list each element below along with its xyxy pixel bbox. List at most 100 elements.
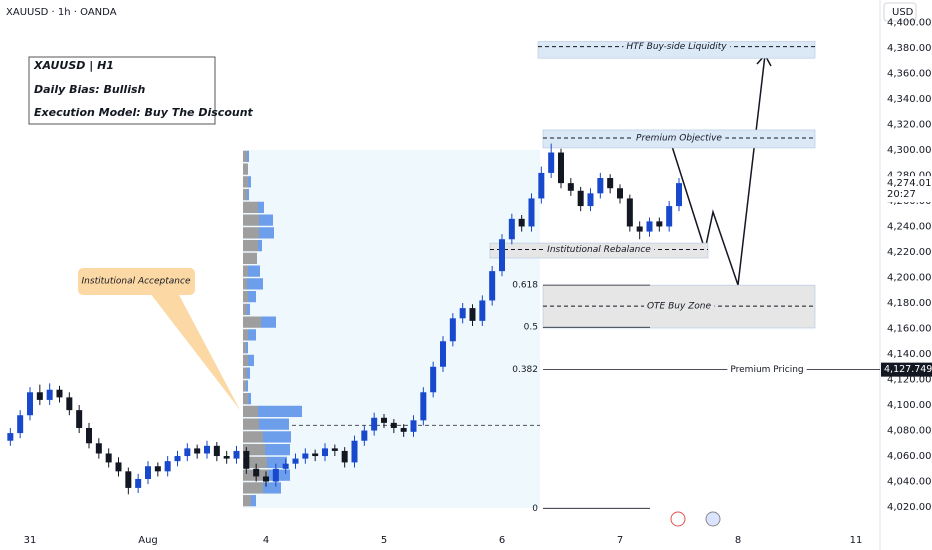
candle-body [263, 476, 269, 482]
candle-body [518, 218, 525, 227]
profile-sell [243, 303, 247, 316]
candle-body [154, 466, 161, 472]
profile-sell [243, 431, 263, 443]
x-tick-label: 8 [735, 535, 741, 546]
callout [78, 268, 195, 295]
profile-sell [243, 444, 265, 456]
price-tag [881, 362, 932, 377]
y-tick-label: 4,380.000 [887, 43, 932, 54]
profile-buy [265, 444, 290, 456]
candle-body [322, 448, 328, 457]
profile-buy [247, 188, 249, 201]
event-icon[interactable] [670, 511, 686, 527]
candle-body [204, 445, 210, 454]
candle-body [46, 389, 53, 400]
candle-body [341, 450, 348, 463]
profile-sell [243, 482, 263, 494]
profile-buy [247, 303, 250, 316]
candle-body [617, 188, 623, 199]
x-tick-label: 4 [263, 535, 269, 546]
y-tick-label: 4,360.000 [887, 68, 932, 79]
profile-buy [246, 380, 248, 392]
profile-buy [248, 176, 251, 188]
candle-body [302, 453, 309, 459]
candle-body [174, 456, 181, 462]
profile-sell [243, 316, 261, 328]
candle-body [312, 453, 319, 457]
profile-buy [247, 367, 250, 379]
candle-body [243, 450, 250, 469]
candle-body [36, 392, 43, 400]
projection-path [669, 54, 766, 286]
profile-buy [259, 418, 289, 430]
candle-body [646, 221, 653, 232]
candle-body [86, 427, 92, 444]
y-tick-label: 4,200.000 [887, 272, 932, 283]
callout-text: Institutional Acceptance [82, 277, 191, 287]
event-icon[interactable] [705, 511, 721, 527]
profile-buy [248, 265, 260, 277]
candle-body [489, 271, 496, 301]
profile-sell [243, 354, 248, 367]
line-label: Premium Pricing [730, 365, 803, 375]
fib-label: 0.5 [524, 323, 538, 333]
profile-buy [248, 393, 251, 405]
x-tick-label: 5 [381, 535, 387, 546]
y-tick-label: 4,040.000 [887, 477, 932, 488]
y-tick-label: 4,100.000 [887, 400, 932, 411]
currency: USD [892, 7, 914, 18]
profile-sell [243, 329, 248, 341]
profile-sell [243, 342, 246, 354]
candle-body [194, 448, 201, 454]
zone-label: OTE Buy Zone [647, 302, 712, 312]
candle-body [449, 318, 456, 342]
profile-sell [243, 367, 247, 379]
candle-body [76, 410, 83, 428]
candle-body [95, 443, 102, 454]
candle-body [499, 239, 505, 272]
candle-body [27, 392, 33, 416]
candle-body [282, 463, 289, 469]
y-tick-label: 4,080.000 [887, 426, 932, 437]
candle-body [508, 218, 515, 240]
profile-sell [243, 456, 267, 469]
candle-body [400, 427, 407, 432]
candle-body [430, 366, 437, 393]
profile-buy [258, 239, 262, 252]
profile-buy [246, 342, 248, 354]
x-tick-label: 6 [499, 535, 505, 546]
candle-body [115, 462, 122, 472]
profile-buy [247, 150, 249, 162]
zone-label: HTF Buy-side Liquidity [626, 42, 727, 52]
candle-body [7, 433, 14, 441]
x-tick-label: 11 [850, 535, 863, 546]
profile-buy [248, 329, 256, 341]
profile-buy [258, 405, 302, 418]
profile-buy [251, 495, 256, 507]
countdown: 20:27 [887, 189, 916, 200]
profile-buy [261, 316, 276, 328]
candle-body [56, 389, 63, 398]
profile-sell [243, 239, 258, 252]
y-tick-label: 4,120.000 [887, 375, 932, 386]
zone-label-bg [623, 42, 731, 53]
y-tick-label: 4,180.000 [887, 298, 932, 309]
y-tick-label: 4,160.000 [887, 324, 932, 335]
x-tick-label: Aug [138, 535, 158, 546]
profile-sell [243, 163, 248, 175]
candle-body [459, 308, 466, 319]
currency-box[interactable] [883, 2, 917, 22]
profile-sell [243, 380, 246, 392]
profile-sell [243, 393, 248, 405]
profile-range [243, 150, 540, 508]
profile-sell [243, 291, 248, 303]
info-line: XAUUSD | H1 [33, 59, 114, 72]
info-box [28, 56, 216, 125]
candle-body [636, 226, 643, 232]
candle-body [184, 448, 191, 457]
y-tick-label: 4,020.000 [887, 502, 932, 513]
candle-body [420, 392, 427, 421]
profile-sell [243, 405, 258, 418]
price-tag-label: 4,127.749 [884, 364, 932, 375]
